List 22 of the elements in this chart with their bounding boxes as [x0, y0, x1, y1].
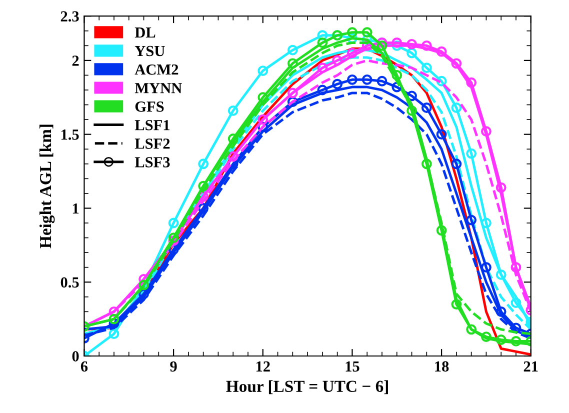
legend-label: DL	[134, 27, 156, 38]
y-tick-label: 2	[72, 56, 79, 66]
y-tick-label: 0.5	[60, 277, 79, 288]
x-tick-label: 9	[170, 361, 177, 372]
y-axis-title: Height AGL [km]	[39, 124, 55, 248]
y-tick-label: 2.3	[60, 11, 79, 22]
x-tick-label: 18	[435, 361, 449, 372]
x-tick-label: 6	[80, 361, 88, 372]
legend-label: LSF2	[134, 138, 170, 149]
legend-label: LSF3	[134, 157, 170, 168]
x-axis-title: Hour [LST = UTC − 6]	[226, 380, 388, 394]
x-tick-label: 21	[524, 361, 538, 372]
legend-label: YSU	[134, 46, 165, 56]
y-tick-label: 0	[72, 351, 79, 362]
x-tick-label: 15	[346, 361, 360, 372]
legend-label: GFS	[135, 102, 164, 112]
legend-label: MYNN	[134, 83, 182, 94]
y-tick-label: 1	[72, 203, 79, 214]
y-tick-label: 1.5	[61, 130, 79, 140]
legend-label: LSF1	[134, 120, 170, 130]
x-tick-label: 12	[256, 361, 270, 372]
legend-label: ACM2	[134, 64, 178, 75]
